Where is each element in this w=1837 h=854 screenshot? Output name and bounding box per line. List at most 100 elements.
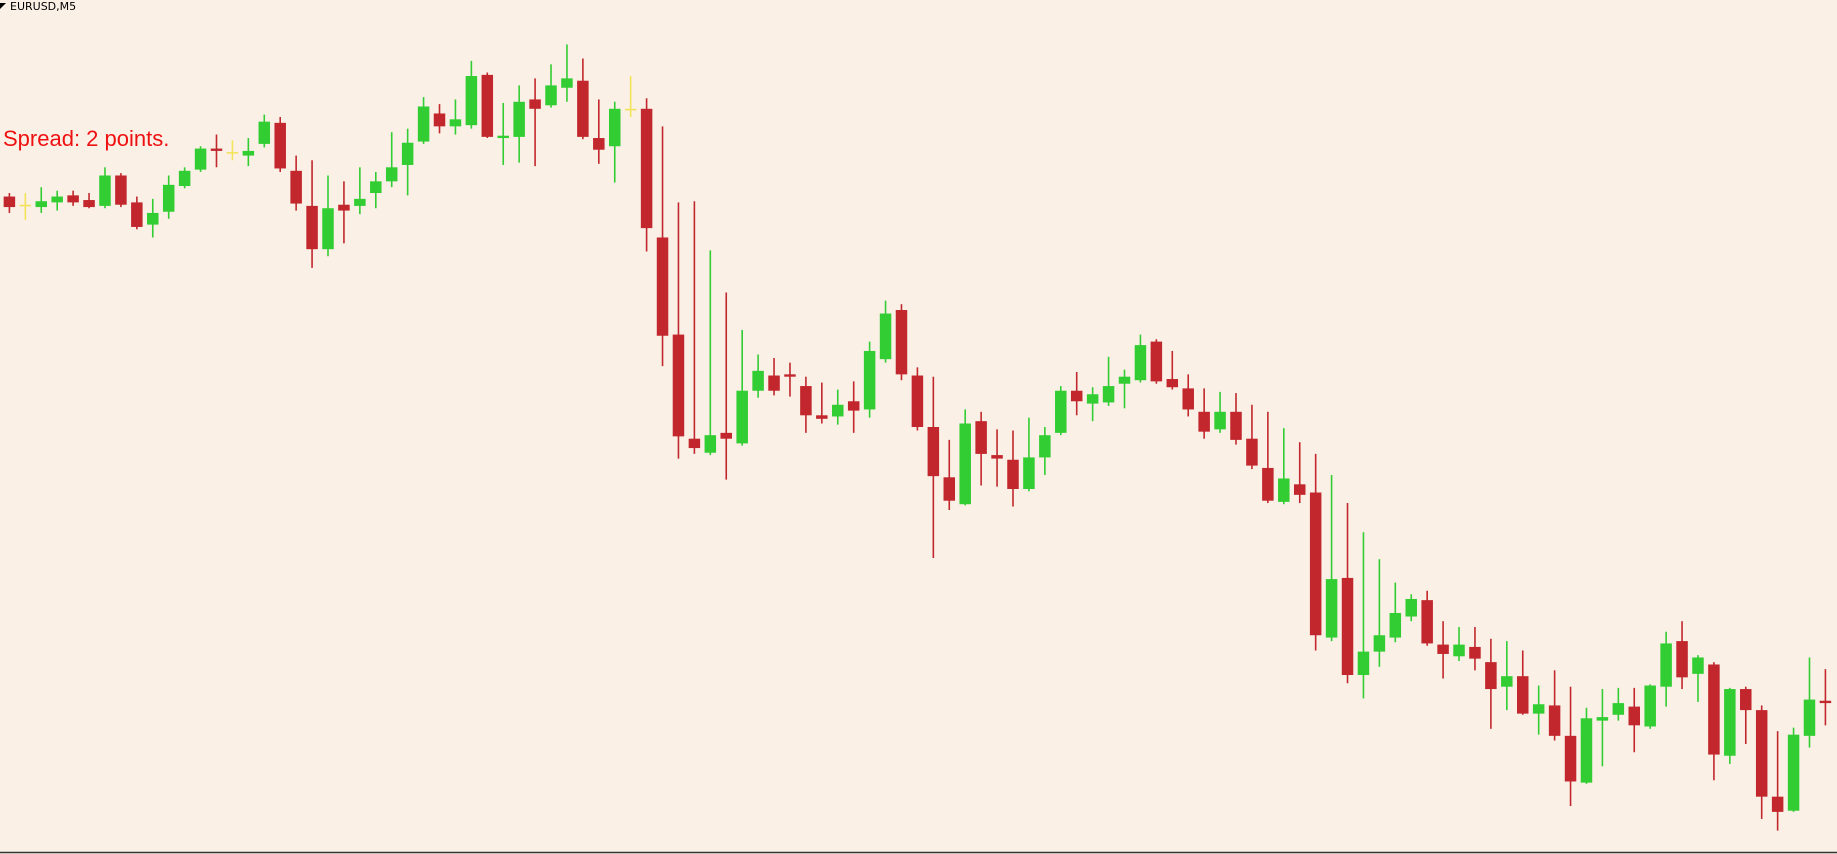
candle-body: [1230, 411, 1242, 440]
candle-body: [1676, 641, 1688, 678]
candle-body: [1755, 710, 1768, 797]
candle-body: [1293, 484, 1306, 495]
candle-body: [1166, 379, 1179, 388]
candle-body: [943, 477, 956, 501]
candle-body: [1341, 577, 1354, 676]
candle-body: [640, 108, 653, 229]
candle-body: [1357, 651, 1370, 676]
candle-body: [1007, 459, 1019, 490]
candle-body: [561, 78, 573, 88]
candle-body: [162, 184, 175, 212]
candle-body: [3, 196, 16, 208]
candle-body: [1708, 664, 1720, 755]
candle-body: [847, 401, 860, 411]
candle-body: [1628, 706, 1641, 726]
candle-body: [704, 435, 717, 453]
candle-body: [1262, 467, 1274, 501]
candle-body: [67, 195, 79, 203]
candle-body: [178, 170, 191, 187]
candle-body: [1532, 704, 1545, 714]
candle-body: [545, 85, 557, 106]
candle-body: [1612, 703, 1625, 715]
candle-body: [115, 175, 127, 205]
candle-body: [736, 390, 748, 444]
candle-body: [1134, 345, 1147, 381]
candle-body: [210, 148, 223, 151]
candle-body: [35, 201, 48, 208]
candle-body: [242, 150, 255, 156]
candle-body: [401, 142, 414, 165]
candle-body: [1055, 390, 1067, 433]
candle-body: [768, 375, 780, 391]
candle-body: [306, 205, 318, 250]
candle-body: [1278, 478, 1290, 502]
candle-body: [1819, 700, 1832, 704]
candle-body: [1740, 689, 1752, 711]
candle-body: [832, 404, 844, 417]
candle-body: [1517, 676, 1529, 714]
candle-body: [1102, 386, 1115, 403]
candle-body: [1198, 411, 1210, 432]
candle-body: [1724, 689, 1736, 756]
candle-body: [1485, 662, 1497, 690]
candle-body: [784, 374, 796, 377]
candle-body: [656, 237, 669, 336]
candle-body: [1373, 635, 1386, 652]
candle-body: [1437, 644, 1449, 654]
candle-body: [1787, 734, 1800, 811]
candle-body: [481, 74, 494, 137]
candle-body: [720, 432, 732, 439]
candle-body: [83, 200, 95, 208]
chart-title: EURUSD,M5: [10, 0, 76, 13]
title-marker: [0, 3, 6, 9]
candle-body: [226, 152, 239, 154]
candle-body: [529, 99, 541, 109]
candle-body: [385, 167, 398, 182]
candle-body: [672, 334, 685, 437]
annotation: Spread: 2 points.: [3, 126, 169, 151]
candle-body: [911, 375, 924, 427]
candle-body: [1118, 376, 1131, 384]
candle-body: [800, 386, 812, 416]
candle-body: [927, 427, 940, 477]
candle-body: [338, 204, 350, 211]
candle-body: [322, 208, 334, 250]
candle-body: [879, 313, 892, 360]
candle-body: [1564, 735, 1577, 782]
candle-body: [1803, 699, 1816, 736]
candle-body: [19, 204, 32, 207]
candle-body: [1325, 579, 1338, 638]
candle-body: [1596, 717, 1609, 721]
candle-body: [1469, 646, 1481, 659]
candle-body: [1580, 718, 1593, 783]
candle-body: [258, 121, 271, 144]
candle-body: [417, 106, 430, 142]
candle-body: [1086, 394, 1099, 404]
candle-body: [975, 421, 987, 454]
candle-body: [1692, 657, 1704, 674]
candle-body: [290, 170, 302, 204]
candle-body: [1389, 613, 1402, 638]
candle-body: [624, 108, 637, 111]
candle-body: [194, 148, 207, 170]
candle-body: [1214, 411, 1226, 430]
candle-body: [1405, 598, 1417, 617]
candle-body: [1182, 388, 1194, 410]
candle-body: [863, 350, 876, 410]
candle-body: [991, 455, 1003, 459]
candle-body: [1771, 796, 1784, 812]
candle-body: [816, 415, 828, 419]
candle-body: [513, 101, 525, 137]
candle-body: [1501, 676, 1513, 687]
candle-body: [1023, 457, 1035, 490]
candle-body: [959, 423, 971, 505]
candle-body: [131, 202, 143, 227]
candle-body: [1309, 492, 1322, 636]
candle-body: [370, 181, 382, 194]
candle-body: [433, 113, 446, 127]
candle-body: [1660, 643, 1672, 687]
candle-body: [147, 212, 159, 225]
candle-body: [895, 310, 908, 375]
candle-body: [593, 138, 605, 150]
